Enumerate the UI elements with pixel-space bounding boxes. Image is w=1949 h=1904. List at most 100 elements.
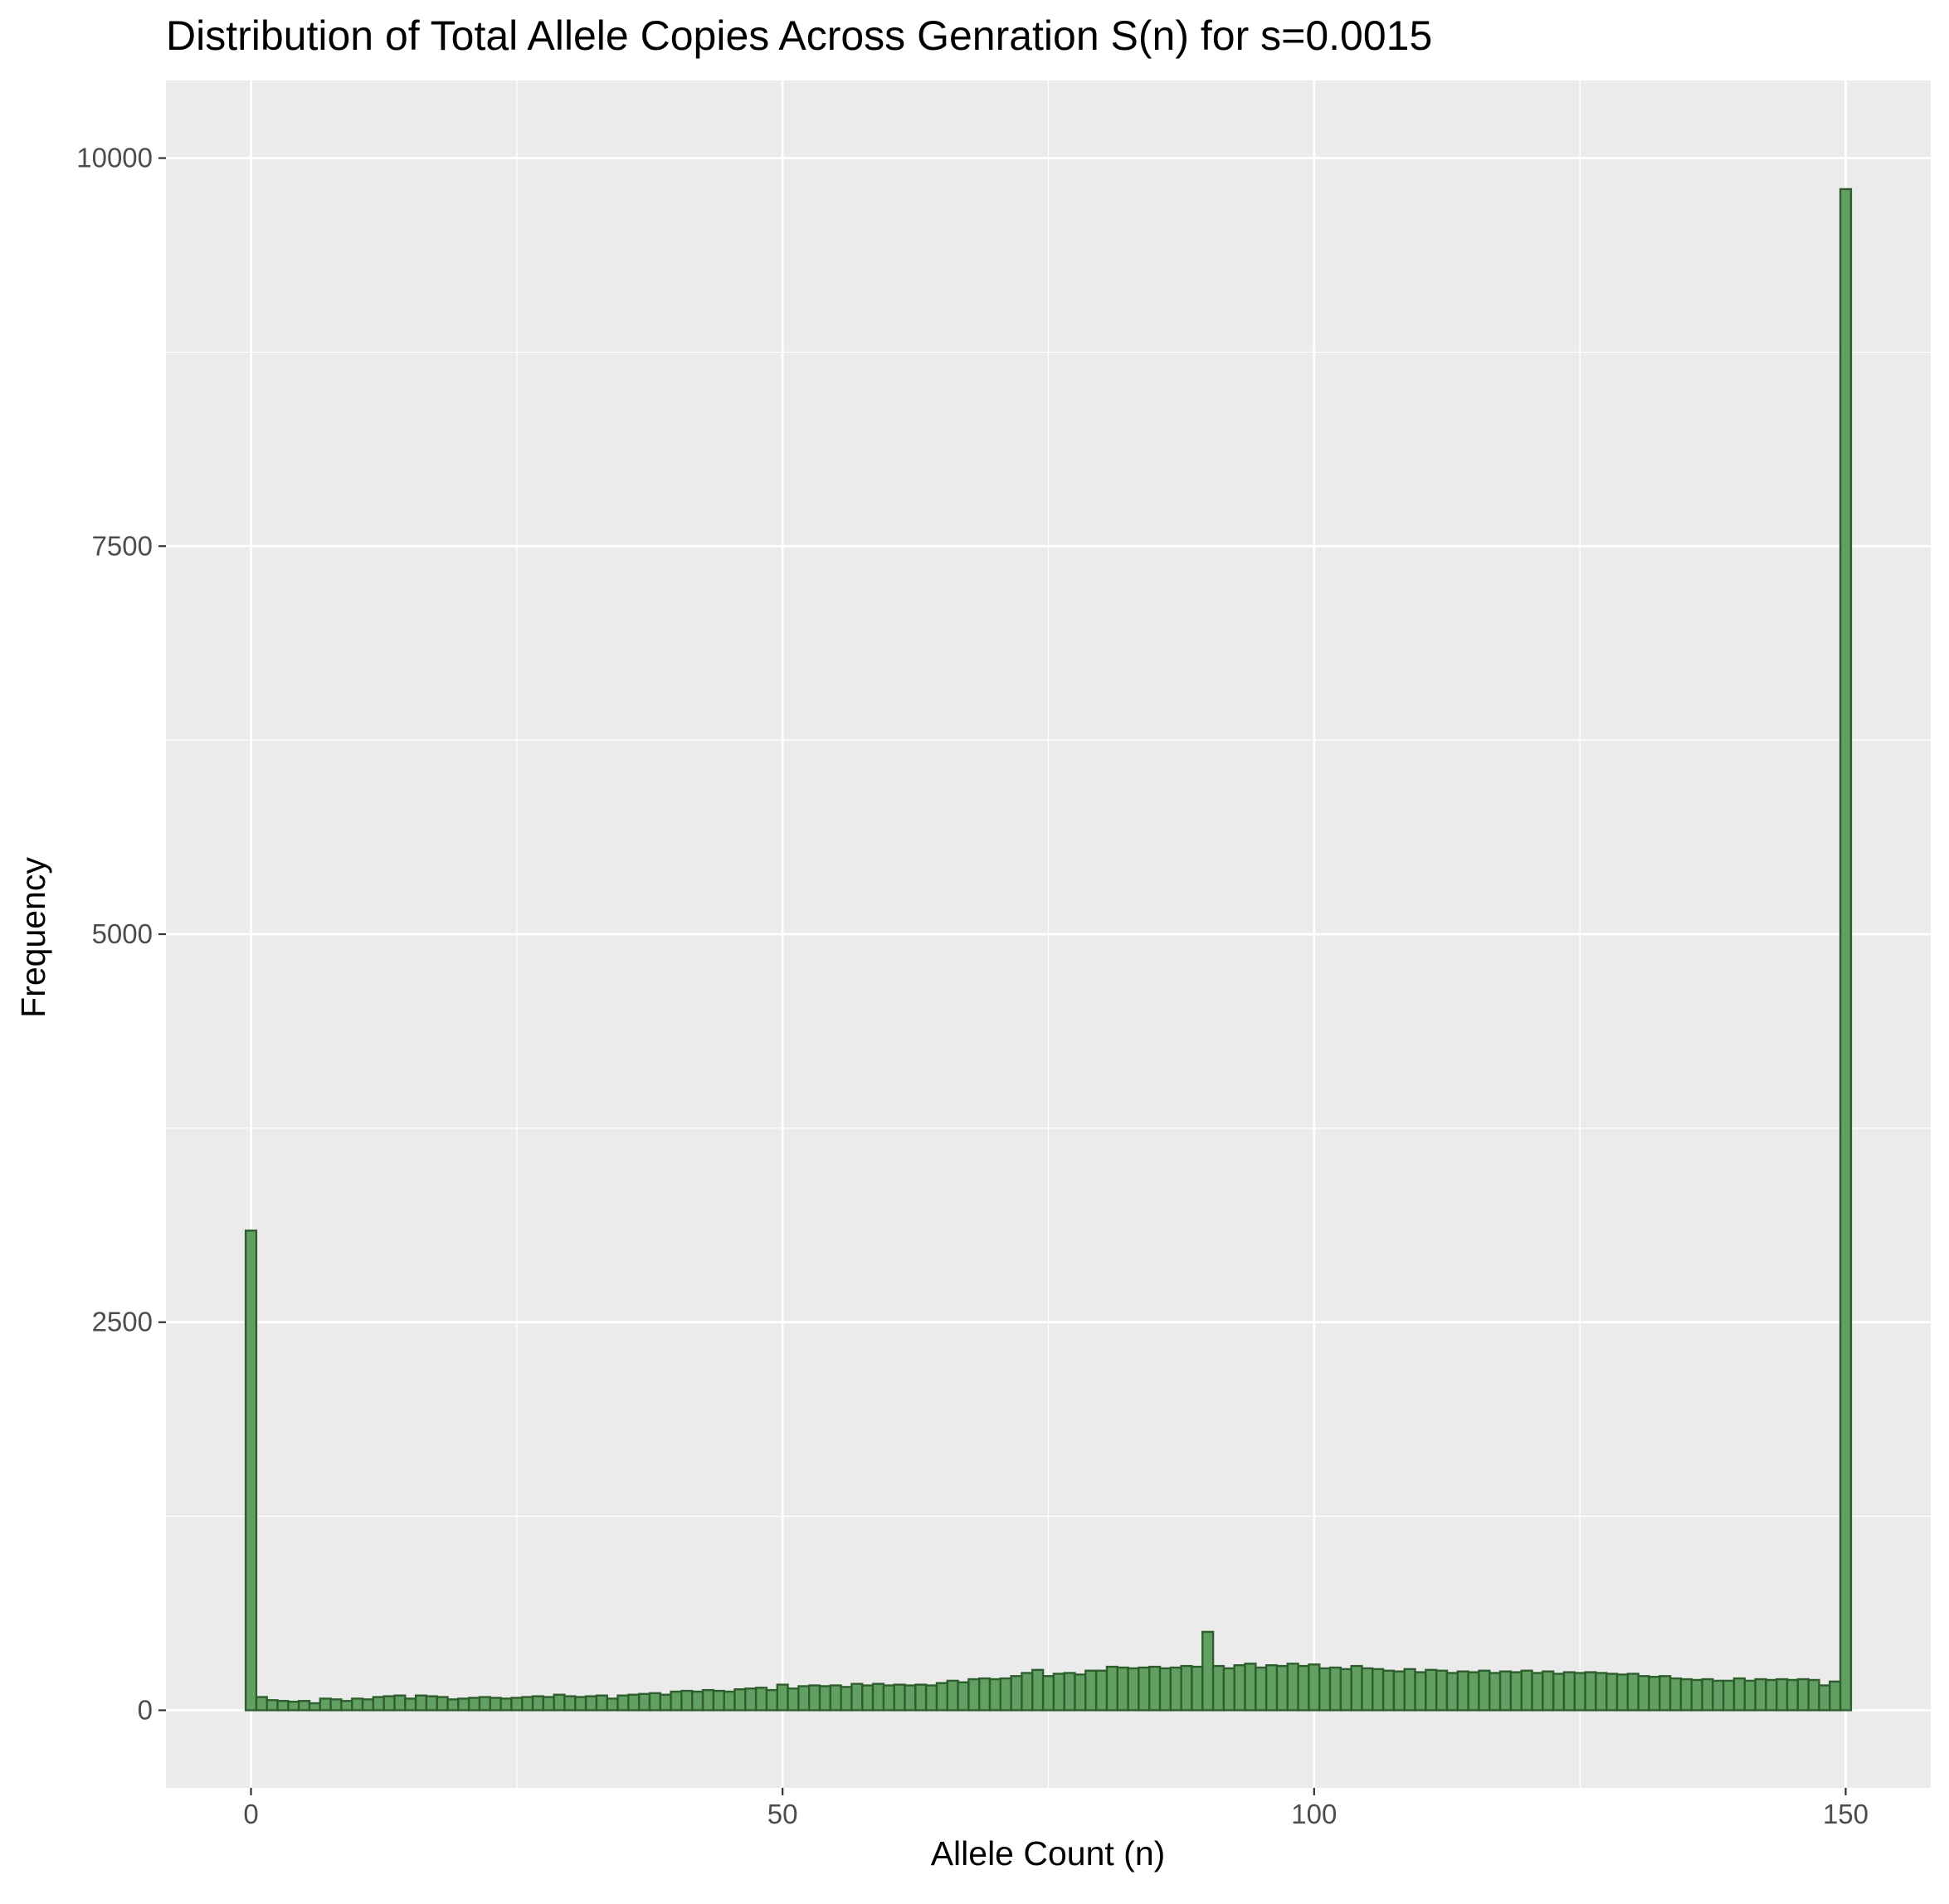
histogram-bar (1456, 1670, 1469, 1712)
histogram-bar (1796, 1678, 1810, 1712)
histogram-bar (499, 1697, 513, 1712)
histogram-bar (893, 1683, 906, 1712)
histogram-bar (563, 1695, 577, 1712)
histogram-bar (1084, 1669, 1098, 1712)
histogram-bar (489, 1697, 502, 1712)
histogram-bar (935, 1682, 948, 1712)
histogram-bar (1712, 1679, 1725, 1712)
histogram-bar (637, 1692, 651, 1712)
histogram-bar (1201, 1630, 1215, 1712)
y-tick-label: 0 (138, 1694, 153, 1725)
chart-title: Distribution of Total Allele Copies Acro… (166, 12, 1433, 59)
histogram-bar (584, 1695, 598, 1712)
x-tick-label: 150 (1823, 1799, 1869, 1829)
histogram-bar (850, 1682, 864, 1712)
histogram-bar (1244, 1663, 1257, 1712)
histogram-bar (776, 1683, 789, 1712)
histogram-bar (999, 1677, 1012, 1712)
histogram-bar (1595, 1672, 1608, 1712)
histogram-bar (1158, 1667, 1172, 1712)
x-tick-label: 100 (1291, 1799, 1337, 1829)
x-tick-label: 0 (243, 1799, 258, 1829)
histogram-bar (691, 1690, 704, 1712)
histogram-bar (1414, 1671, 1427, 1712)
histogram-bar (1063, 1672, 1076, 1712)
histogram-bar (340, 1700, 353, 1712)
histogram-bar (904, 1684, 917, 1712)
y-tick-label: 2500 (92, 1307, 153, 1337)
histogram-bar (733, 1687, 747, 1712)
histogram-bar (361, 1698, 375, 1712)
histogram-bar (680, 1689, 694, 1712)
histogram-bar (1637, 1675, 1650, 1712)
histogram-bar (1669, 1677, 1683, 1712)
histogram-bar (829, 1684, 842, 1712)
histogram-bar (1191, 1665, 1204, 1712)
histogram-bar (957, 1681, 970, 1712)
histogram-bar (1754, 1678, 1767, 1712)
histogram-bar (1498, 1670, 1513, 1712)
histogram-bar (521, 1696, 534, 1712)
histogram-bar (840, 1686, 853, 1712)
histogram-bar (1264, 1663, 1279, 1712)
histogram-bar (1542, 1670, 1555, 1712)
histogram-bar (1339, 1668, 1352, 1712)
histogram-bar (553, 1693, 566, 1712)
histogram-bar (1169, 1666, 1182, 1712)
histogram-bar (744, 1687, 758, 1712)
histogram-bar (871, 1682, 885, 1712)
histogram-bar (723, 1690, 736, 1712)
histogram-bar (478, 1696, 492, 1712)
histogram-bar (510, 1697, 524, 1712)
histogram-bar (1094, 1669, 1108, 1712)
histogram-bar (393, 1694, 407, 1712)
histogram-bar (595, 1694, 608, 1712)
y-tick-label: 5000 (92, 918, 153, 949)
histogram-bar (1722, 1679, 1736, 1712)
histogram-bar (1211, 1664, 1225, 1712)
histogram-bar (1467, 1671, 1480, 1712)
histogram-bar (255, 1696, 268, 1712)
histogram-bar (1701, 1678, 1714, 1712)
histogram-bar (372, 1696, 385, 1712)
histogram-bar (1552, 1673, 1566, 1712)
histogram-bar (606, 1697, 619, 1712)
histogram-bar (1138, 1666, 1151, 1712)
histogram-bar (924, 1684, 938, 1712)
histogram-bar (329, 1698, 343, 1712)
histogram-bar (1626, 1673, 1640, 1712)
histogram-bar (1381, 1669, 1396, 1712)
histogram-bar (712, 1689, 725, 1712)
histogram-bar (1562, 1671, 1576, 1712)
histogram-bar (1116, 1666, 1129, 1712)
histogram-bar (1392, 1670, 1406, 1712)
histogram-bar (404, 1697, 417, 1712)
histogram-bar (308, 1702, 321, 1712)
histogram-bar (701, 1688, 715, 1712)
histogram-bar (1350, 1664, 1363, 1712)
histogram-bar (914, 1683, 928, 1712)
histogram-bar (1615, 1673, 1630, 1712)
histogram-bar (446, 1698, 460, 1712)
histogram-bar (1180, 1664, 1193, 1712)
histogram-bar (1776, 1678, 1789, 1712)
histogram-bar (287, 1700, 300, 1712)
histogram-bar (1308, 1663, 1321, 1712)
histogram-bar (659, 1693, 672, 1712)
histogram-bar (244, 1230, 258, 1712)
histogram-bar (648, 1692, 662, 1712)
histogram-bar (382, 1695, 396, 1712)
histogram-bar (467, 1697, 481, 1712)
histogram-bar (1679, 1678, 1693, 1712)
histogram-bar (988, 1678, 1002, 1712)
histogram-bar (436, 1696, 449, 1712)
histogram-bar (1732, 1677, 1746, 1712)
histogram-bar (882, 1684, 895, 1712)
y-tick-label: 10000 (76, 143, 153, 173)
histogram-bar (754, 1687, 768, 1712)
x-axis: 0 50 100 150 (243, 1788, 1869, 1829)
histogram-bar (1010, 1675, 1023, 1712)
histogram-bar (1818, 1684, 1831, 1712)
histogram-bar (1041, 1675, 1055, 1712)
y-axis: 0 2500 5000 7500 10000 (76, 143, 166, 1725)
